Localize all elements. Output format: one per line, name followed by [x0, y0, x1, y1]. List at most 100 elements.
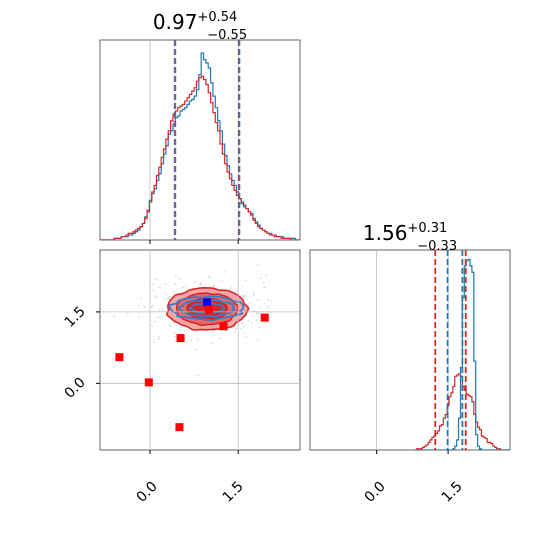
joint-sample-point: [244, 279, 247, 282]
joint-square-marker-6: [144, 378, 153, 387]
joint-sample-point: [195, 348, 197, 351]
joint-sample-point: [270, 300, 273, 302]
joint-sample-point: [150, 305, 153, 308]
joint-sample-point: [152, 304, 155, 307]
joint-sample-point: [247, 320, 250, 323]
joint-sample-point: [242, 332, 245, 335]
joint-tick-marks: [96, 311, 239, 454]
right-x-tick-label-0: 0.0: [362, 479, 389, 506]
joint-sample-point: [235, 327, 238, 330]
joint-sample-point: [138, 316, 141, 318]
joint-sample-point: [255, 319, 258, 321]
joint-sample-point: [242, 325, 245, 328]
joint-sample-point: [240, 322, 243, 325]
marginal-top-title-value: 0.97: [153, 10, 198, 34]
joint-sample-point: [159, 315, 162, 318]
marginal-top-title-lower: −0.55: [207, 28, 247, 43]
joint-sample-point: [253, 294, 256, 296]
joint-sample-point: [154, 295, 157, 298]
joint-square-marker-4: [176, 334, 185, 343]
joint-sample-point: [175, 274, 177, 277]
marginal-right-tick-marks: [376, 450, 449, 454]
joint-sample-point: [157, 337, 160, 340]
joint-sample-point: [150, 324, 153, 327]
joint-square-marker-3: [260, 313, 269, 322]
marginal-top-title-upper: +0.54: [197, 10, 237, 25]
joint-sample-point: [174, 332, 177, 334]
marginal-top-frame: [99, 39, 301, 241]
marginal-right-frame: [309, 249, 511, 451]
joint-sample-point: [180, 326, 183, 329]
joint-sample-point: [224, 271, 227, 273]
joint-sample-point: [155, 278, 158, 281]
joint-sample-point: [196, 374, 199, 377]
joint-sample-point: [168, 324, 171, 327]
joint-blue-contour-1: [177, 298, 236, 318]
joint-sample-point: [259, 277, 262, 279]
marginal-right-title-upper: +0.31: [407, 221, 447, 236]
joint-sample-point: [251, 322, 253, 325]
joint-sample-point: [234, 331, 237, 334]
joint-sample-point: [164, 293, 167, 295]
joint-sample-point: [262, 281, 265, 284]
marginal-top-hist-1: [100, 75, 300, 240]
joint-sample-point: [200, 283, 202, 286]
joint-sample-point: [167, 297, 170, 299]
joint-sample-point: [158, 309, 160, 312]
joint-sample-point: [248, 301, 251, 304]
joint-sample-point: [184, 285, 187, 288]
joint-sample-point: [161, 309, 164, 311]
joint-sample-point: [235, 290, 238, 293]
joint-sample-point: [212, 285, 215, 288]
joint-sample-point: [211, 331, 214, 334]
joint-sample-point: [200, 282, 202, 284]
joint-square-marker-5: [115, 353, 124, 362]
joint-sample-point: [210, 342, 213, 345]
joint-sample-point: [193, 281, 196, 283]
joint-sample-point: [256, 312, 258, 314]
joint-sample-point: [219, 337, 222, 340]
joint-sample-point: [113, 315, 116, 318]
joint-sample-point: [196, 338, 199, 341]
joint-square-marker-0: [203, 298, 212, 307]
marginal-right-quantile-lines: [434, 250, 467, 450]
joint-sample-point: [163, 297, 166, 300]
marginal-top-panel: [99, 39, 301, 244]
joint-y-tick-label-1: 1.5: [62, 304, 89, 331]
joint-sample-point: [263, 286, 266, 289]
joint-sample-point: [253, 310, 256, 312]
marginal-right-panel: [309, 249, 511, 454]
joint-sample-point: [157, 335, 160, 338]
joint-square-marker-2: [219, 322, 228, 331]
marginal-top-quantile-lines: [173, 40, 241, 240]
joint-frame: [99, 249, 301, 451]
joint-sample-point: [230, 286, 233, 289]
joint-sample-point: [186, 340, 189, 343]
joint-sample-point: [137, 305, 140, 307]
joint-sample-point: [256, 299, 259, 302]
joint-sample-point: [245, 336, 248, 338]
joint-sample-point: [174, 282, 176, 285]
joint-sample-point: [161, 316, 164, 318]
joint-x-tick-label-1: 1.5: [220, 479, 247, 506]
joint-square-marker-1: [204, 305, 213, 314]
joint-sample-point: [140, 297, 142, 300]
joint-sample-point: [258, 326, 261, 328]
joint-sample-point: [157, 316, 159, 319]
joint-square-markers: [115, 298, 269, 432]
joint-sample-point: [242, 295, 245, 298]
joint-sample-point: [259, 306, 262, 309]
joint-sample-point: [155, 297, 157, 299]
marginal-right-histograms: [414, 258, 510, 450]
joint-sample-point: [263, 302, 266, 305]
marginal-top-histograms: [100, 52, 300, 240]
joint-blue-contour-0: [168, 295, 245, 322]
joint-sample-point: [178, 277, 181, 280]
joint-sample-point: [173, 290, 176, 293]
joint-sample-point: [159, 286, 161, 288]
joint-sample-point: [190, 339, 193, 342]
joint-sample-point: [256, 338, 259, 341]
marginal-right-title-lower: −0.33: [417, 239, 457, 254]
joint-sample-point: [152, 289, 155, 292]
